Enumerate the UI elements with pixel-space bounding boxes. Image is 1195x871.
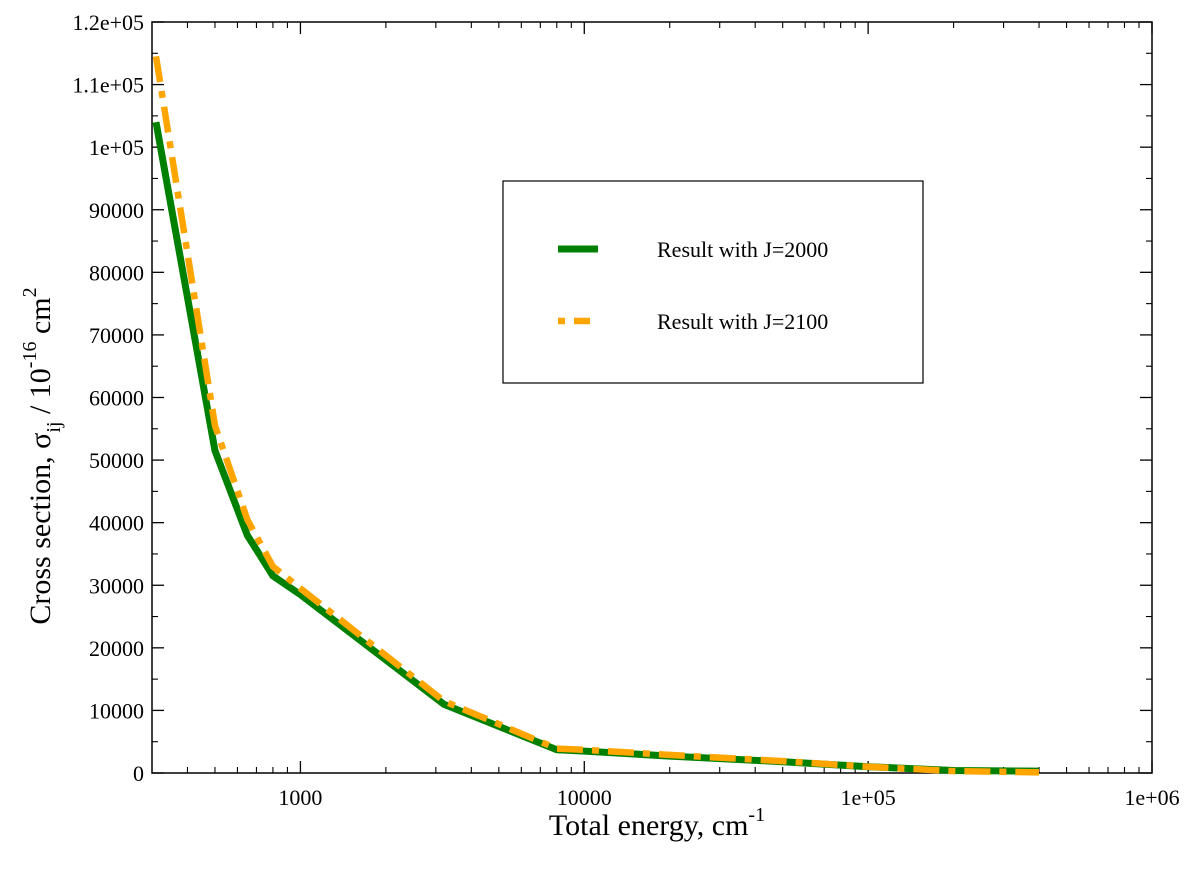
y-tick-label: 1.2e+05 (72, 10, 144, 35)
x-tick-label: 1e+05 (841, 785, 896, 810)
y-tick-label: 40000 (89, 511, 144, 536)
y-tick-label: 30000 (89, 573, 144, 598)
series-line-1 (152, 55, 1040, 776)
series-layer (152, 55, 1040, 776)
axis-ticks (152, 21, 1153, 774)
axis-tick-labels: 0 10000 20000 30000 40000 50000 60000 70000 8000… (72, 10, 1179, 810)
legend-label-j2100: Result with J=2100 (657, 309, 828, 334)
y-tick-label: 1.1e+05 (72, 73, 144, 98)
y-tick-label: 60000 (89, 386, 144, 411)
x-tick-label: 10000 (557, 785, 612, 810)
y-tick-label: 0 (133, 761, 144, 786)
y-tick-label: 90000 (89, 198, 144, 223)
y-tick-label: 50000 (89, 448, 144, 473)
x-tick-label: 1e+06 (1124, 785, 1179, 810)
legend: Result with J=2000 Result with J=2100 (502, 180, 924, 384)
x-tick-label: 1000 (278, 785, 322, 810)
legend-label-j2000: Result with J=2000 (657, 237, 828, 262)
y-axis-title: Cross section, σij / 10-16 cm2 (19, 287, 65, 624)
y-tick-label: 1e+05 (89, 135, 144, 160)
y-tick-label: 70000 (89, 323, 144, 348)
y-tick-label: 80000 (89, 260, 144, 285)
plot-frame (151, 21, 1153, 774)
legend-box (502, 180, 924, 384)
y-tick-label: 10000 (89, 698, 144, 723)
x-axis-title: Total energy, cm-1 (549, 804, 765, 842)
y-tick-label: 20000 (89, 636, 144, 661)
